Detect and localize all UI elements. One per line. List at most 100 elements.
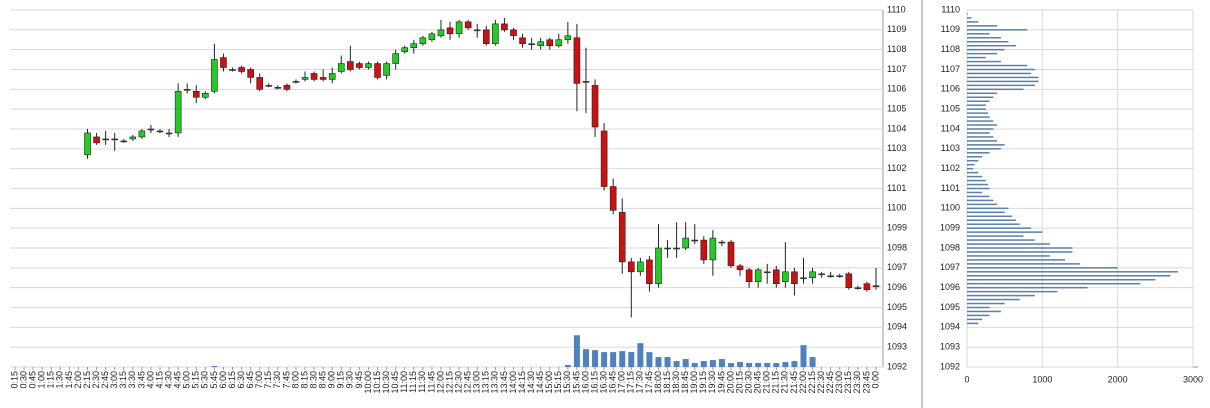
candle-body <box>791 271 798 284</box>
candle-body <box>482 29 490 45</box>
y-tick-label: 1104 <box>941 123 960 133</box>
x-tick-label: 10:45 <box>390 371 400 394</box>
profile-bar <box>967 13 968 15</box>
profile-bar <box>967 255 1050 257</box>
y-tick-label: 1106 <box>887 84 906 94</box>
x-tick-label: 21:00 <box>762 371 772 394</box>
candle-body <box>301 77 309 80</box>
candle-body <box>238 67 245 72</box>
candle-body <box>600 130 608 187</box>
y-tick-label: 1101 <box>941 183 960 193</box>
profile-bar <box>967 239 1035 241</box>
profile-bar <box>967 88 1024 91</box>
candle-body <box>854 287 862 289</box>
profile-bar <box>967 215 1013 218</box>
profile-bar <box>967 263 1080 265</box>
candle-body <box>727 241 735 267</box>
candle-body <box>165 132 173 135</box>
x-tick-label: 22:30 <box>816 371 826 394</box>
profile-bar <box>967 195 990 198</box>
candle-body <box>664 247 671 250</box>
candle-body <box>247 69 254 78</box>
candle-body <box>111 138 118 141</box>
x-tick-label: 3:30 <box>127 371 137 389</box>
profile-bar <box>967 48 1005 51</box>
profile-bar <box>967 128 994 130</box>
y-tick-label: 1092 <box>887 361 907 371</box>
candle-body <box>192 91 200 98</box>
x-tick-label: 23:15 <box>843 371 853 394</box>
x-tick-label: 23:45 <box>861 371 871 394</box>
profile-bar <box>967 44 1016 47</box>
profile-bar <box>967 322 979 325</box>
x-tick-label: 4:30 <box>163 371 173 389</box>
candle-body <box>863 283 871 290</box>
x-tick-label: 23:30 <box>852 371 862 394</box>
x-tick-label: 22:15 <box>807 371 817 394</box>
y-tick-label: 1108 <box>887 44 906 54</box>
x-tick-label: 20:15 <box>734 371 744 394</box>
profile-bar <box>967 60 1001 63</box>
volume-bar <box>791 361 798 367</box>
profile-bar <box>967 282 1141 285</box>
y-tick-label: 1100 <box>887 203 906 213</box>
candle-body <box>138 130 146 138</box>
y-tick-label: 1098 <box>887 242 907 252</box>
candle-body <box>754 269 762 283</box>
volume-bar <box>637 343 644 367</box>
profile-bar <box>967 167 974 170</box>
candle-body <box>718 241 726 244</box>
x-tick-label: 12:30 <box>453 371 463 394</box>
candle-body <box>573 37 581 84</box>
y-tick-label: 1109 <box>887 24 906 34</box>
y-tick-label: 1097 <box>887 262 907 272</box>
candle-body <box>564 35 572 41</box>
x-tick-label: 2:00 <box>73 371 83 389</box>
x-tick-label: 13:00 <box>472 371 482 394</box>
candle-body <box>383 63 390 76</box>
x-tick-label: 8:30 <box>308 371 318 389</box>
profile-bar <box>967 298 1020 301</box>
candle-body <box>818 273 825 276</box>
y-tick-label: 1099 <box>887 223 907 233</box>
x-tick-label: 14:45 <box>535 371 545 394</box>
x-tick-label: 7:00 <box>254 371 264 389</box>
volume-bar <box>737 362 744 367</box>
profile-bar <box>967 286 1088 289</box>
candle-body <box>655 247 662 285</box>
volume-bar <box>809 357 816 367</box>
volume-bar <box>718 359 725 367</box>
x-tick-label: 4:45 <box>173 371 183 389</box>
candle-body <box>827 275 834 278</box>
x-tick-label: 1000 <box>1032 374 1052 384</box>
candle-body <box>365 63 372 68</box>
x-tick-label: 7:15 <box>263 371 273 389</box>
profile-bar <box>967 84 1035 87</box>
profile-bar <box>967 17 972 19</box>
x-tick-label: 16:30 <box>598 371 608 394</box>
profile-bar <box>967 183 989 186</box>
x-tick-label: 14:30 <box>526 371 536 394</box>
profile-bar <box>967 227 1032 229</box>
y-tick-label: 1110 <box>887 4 906 14</box>
x-tick-label: 5:45 <box>209 371 219 389</box>
candle-body <box>274 87 282 89</box>
candle-body <box>555 39 563 46</box>
candle-body <box>356 63 363 68</box>
x-tick-label: 18:15 <box>662 371 672 394</box>
profile-bar <box>967 136 994 138</box>
candle-body <box>782 271 789 283</box>
candle-body <box>501 23 508 31</box>
y-tick-label: 1093 <box>940 342 960 352</box>
x-tick-label: 19:00 <box>689 371 699 394</box>
candle-body <box>446 27 454 35</box>
profile-bar <box>967 211 1005 214</box>
x-tick-label: 0 <box>964 374 969 384</box>
profile-bar <box>967 191 983 194</box>
y-tick-label: 1093 <box>887 342 907 352</box>
volume-bar <box>800 345 807 367</box>
candle-body <box>473 29 481 32</box>
profile-bar <box>967 72 1032 75</box>
x-tick-label: 9:15 <box>336 371 346 389</box>
